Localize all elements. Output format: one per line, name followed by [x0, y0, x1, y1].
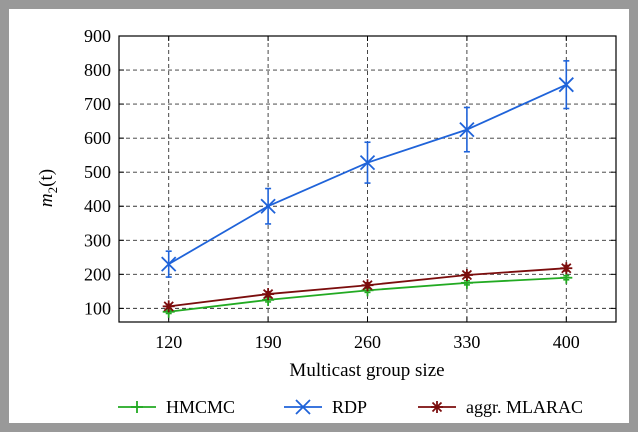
tick-labels: 100 200 300 400 500 600 700 800 900 120 190 260 330 4…	[84, 26, 580, 352]
y-tick-label: 900	[84, 26, 111, 46]
data-point-marker	[460, 269, 473, 282]
y-axis-label-subscript: 2	[45, 187, 60, 194]
axes	[118, 35, 617, 323]
data-point-marker	[262, 288, 275, 301]
data-point-marker	[162, 300, 175, 313]
x-tick-label: 330	[453, 332, 480, 352]
x-tick-label: 260	[354, 332, 381, 352]
legend: HMCMC RDP aggr. MLARAC	[118, 397, 583, 417]
x-tick-label: 190	[255, 332, 282, 352]
y-tick-label: 400	[84, 196, 111, 216]
y-axis-label: m2(t)	[36, 169, 60, 207]
legend-item: RDP	[284, 397, 367, 417]
data-point-marker	[431, 401, 443, 413]
data-point-marker	[359, 155, 376, 171]
x-axis-label: Multicast group size	[289, 360, 444, 381]
legend-item: HMCMC	[118, 397, 235, 417]
series-lines	[161, 60, 574, 318]
y-tick-label: 200	[84, 264, 111, 284]
y-tick-label: 300	[84, 230, 111, 250]
data-point-marker	[260, 198, 276, 214]
y-tick-label: 600	[84, 128, 111, 148]
plot-area-frame	[118, 35, 617, 323]
data-point-marker	[295, 399, 311, 415]
y-tick-label: 800	[84, 60, 111, 80]
data-point-marker	[560, 262, 573, 275]
y-tick-label: 100	[84, 298, 111, 318]
series-aggr-mlarac	[162, 262, 573, 313]
legend-item: aggr. MLARAC	[418, 397, 583, 417]
x-tick-label: 120	[155, 332, 182, 352]
y-axis-label-symbol: m	[36, 193, 57, 207]
data-point-marker	[459, 121, 475, 138]
data-point-marker	[161, 256, 177, 272]
data-point-marker	[131, 401, 143, 413]
data-point-marker	[558, 77, 574, 93]
legend-label: HMCMC	[166, 397, 235, 417]
y-axis-label-suffix: (t)	[36, 169, 57, 187]
legend-label: RDP	[332, 397, 367, 417]
data-point-marker	[361, 279, 374, 292]
y-tick-label: 500	[84, 162, 111, 182]
series-rdp	[161, 60, 574, 278]
legend-label: aggr. MLARAC	[466, 397, 583, 417]
x-tick-label: 400	[553, 332, 580, 352]
y-tick-label: 700	[84, 94, 111, 114]
